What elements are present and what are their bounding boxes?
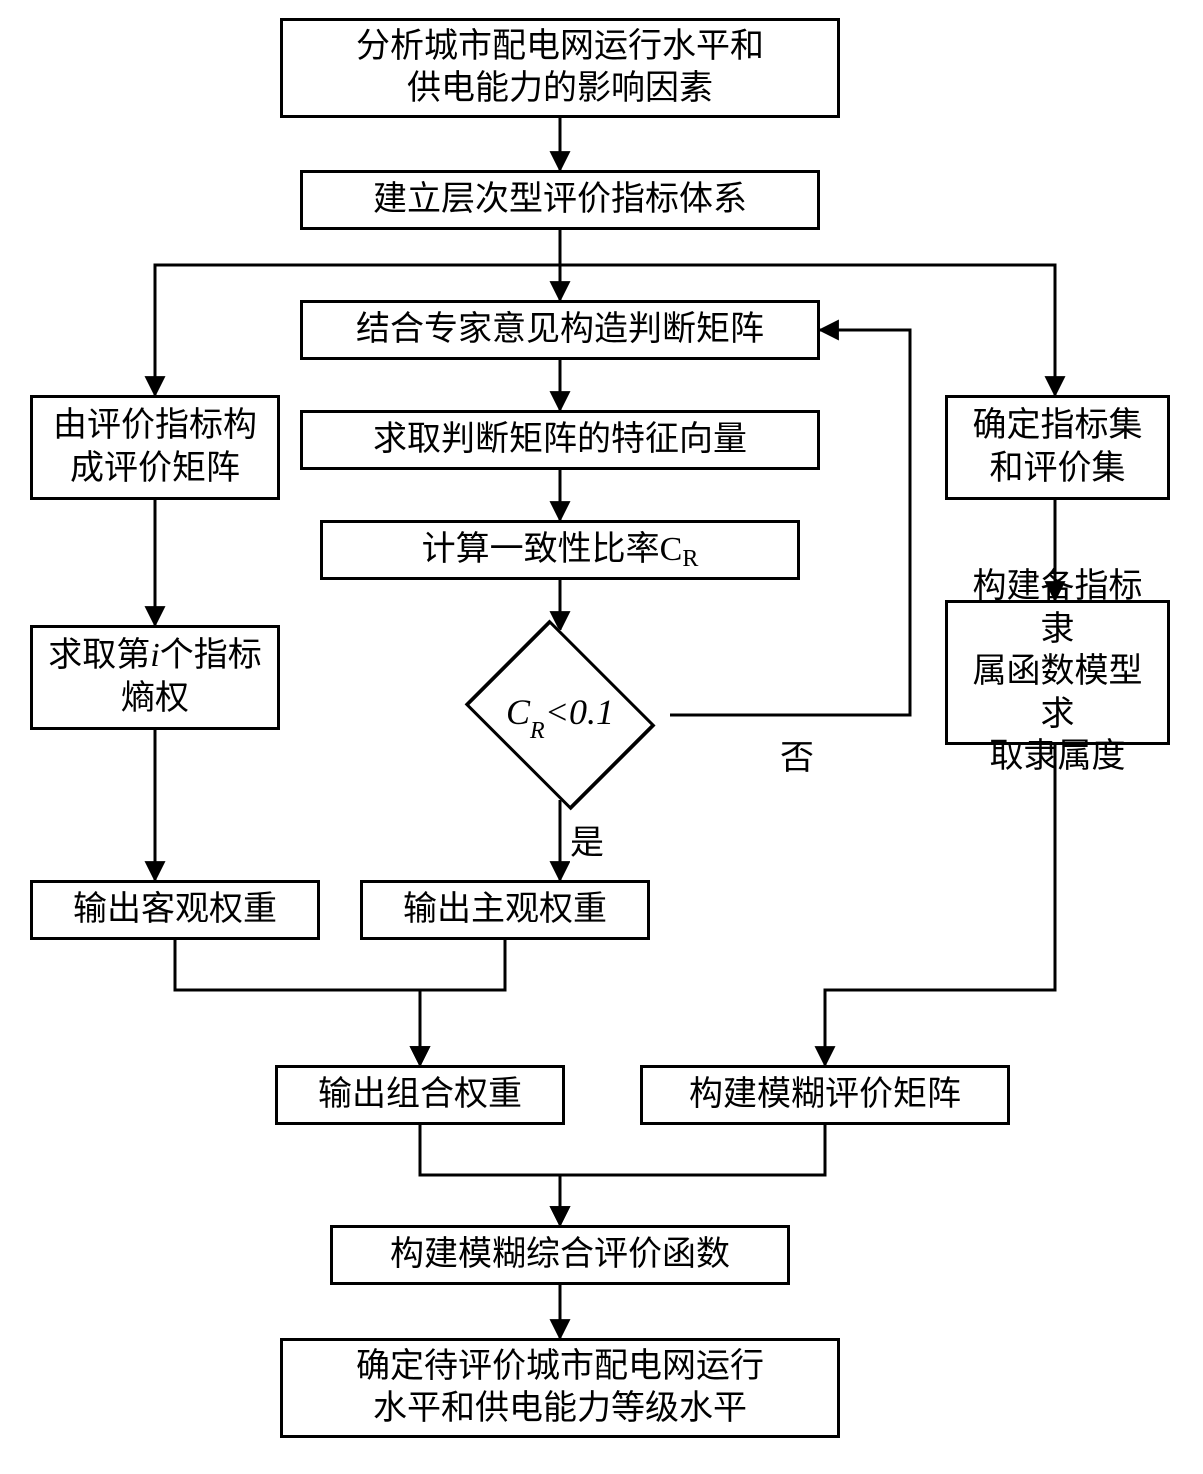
edge-label-no: 否 xyxy=(780,730,814,779)
node-n12: 确定指标集和评价集 xyxy=(945,395,1170,500)
flowchart-canvas: 分析城市配电网运行水平和供电能力的影响因素 建立层次型评价指标体系 结合专家意见… xyxy=(0,0,1203,1474)
node-n3: 结合专家意见构造判断矩阵 xyxy=(300,300,820,360)
node-n4: 求取判断矩阵的特征向量 xyxy=(300,410,820,470)
node-n9: 求取第i个指标熵权 xyxy=(30,625,280,730)
node-n15: 构建模糊综合评价函数 xyxy=(330,1225,790,1285)
node-n1: 分析城市配电网运行水平和供电能力的影响因素 xyxy=(280,18,840,118)
node-n5: 计算一致性比率CR xyxy=(320,520,800,580)
node-decision: CR<0.1 xyxy=(450,630,670,800)
node-n7: 输出主观权重 xyxy=(360,880,650,940)
node-n13: 构建各指标隶属函数模型求取隶属度 xyxy=(945,600,1170,745)
diamond-label: CR<0.1 xyxy=(450,630,670,800)
node-n10: 输出客观权重 xyxy=(30,880,320,940)
node-n8: 由评价指标构成评价矩阵 xyxy=(30,395,280,500)
node-n2: 建立层次型评价指标体系 xyxy=(300,170,820,230)
node-n14: 构建模糊评价矩阵 xyxy=(640,1065,1010,1125)
edge-label-yes: 是 xyxy=(570,815,604,864)
node-n16: 确定待评价城市配电网运行水平和供电能力等级水平 xyxy=(280,1338,840,1438)
node-n11: 输出组合权重 xyxy=(275,1065,565,1125)
